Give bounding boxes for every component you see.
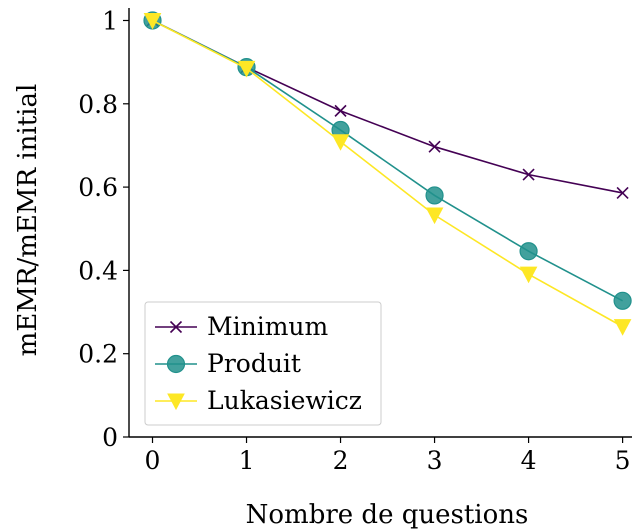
y-tick-label: 1 bbox=[102, 6, 118, 35]
data-point bbox=[519, 266, 538, 284]
y-axis-title: mEMR/mEMR initial bbox=[13, 84, 43, 357]
series-produit bbox=[143, 11, 632, 310]
legend-marker bbox=[167, 393, 185, 411]
series-line bbox=[152, 19, 623, 328]
x-tick-label: 5 bbox=[615, 446, 631, 475]
data-point bbox=[425, 186, 444, 205]
legend-entry-minimum: Minimum bbox=[155, 312, 328, 341]
legend-entry-produit: Produit bbox=[155, 349, 301, 378]
series-line bbox=[152, 19, 623, 302]
x-tick-label: 4 bbox=[521, 446, 537, 475]
legend-marker bbox=[166, 354, 186, 374]
data-point bbox=[334, 104, 347, 117]
legend-entry-lukasiewicz: Lukasiewicz bbox=[155, 386, 362, 415]
legend-box bbox=[144, 301, 382, 426]
x-tick-label: 1 bbox=[239, 446, 255, 475]
legend-label: Lukasiewicz bbox=[207, 386, 362, 415]
data-point bbox=[613, 291, 632, 310]
series-minimum bbox=[146, 14, 629, 199]
y-tick-label: 0.4 bbox=[78, 256, 118, 285]
data-point bbox=[613, 319, 632, 336]
series-layer bbox=[143, 11, 632, 336]
data-point bbox=[522, 168, 535, 181]
x-tick-label: 2 bbox=[333, 446, 349, 475]
y-tick-label: 0.2 bbox=[78, 340, 118, 369]
x-tick-label: 3 bbox=[427, 446, 443, 475]
data-point bbox=[143, 12, 162, 30]
x-tick-label: 0 bbox=[145, 446, 161, 475]
legend-label: Produit bbox=[207, 349, 301, 378]
legend-label: Minimum bbox=[207, 312, 328, 341]
data-point bbox=[331, 134, 350, 151]
legend-marker bbox=[169, 320, 183, 334]
legend: Minimum Produit Lukasiewicz bbox=[144, 301, 382, 426]
y-tick-label: 0.6 bbox=[78, 173, 118, 202]
data-point bbox=[425, 207, 444, 225]
y-tick-label: 0 bbox=[102, 423, 118, 452]
axes: 0 1 2 3 4 5 0 0.2 0.4 0.6 0.8 1 bbox=[78, 6, 632, 475]
data-point bbox=[519, 242, 538, 261]
series-lukasiewicz bbox=[143, 12, 632, 336]
y-tick-label: 0.8 bbox=[78, 90, 118, 119]
data-point bbox=[428, 140, 441, 153]
data-point bbox=[616, 186, 629, 199]
series-line bbox=[152, 19, 623, 194]
data-point bbox=[237, 60, 256, 78]
x-axis-title: Nombre de questions bbox=[246, 500, 529, 530]
